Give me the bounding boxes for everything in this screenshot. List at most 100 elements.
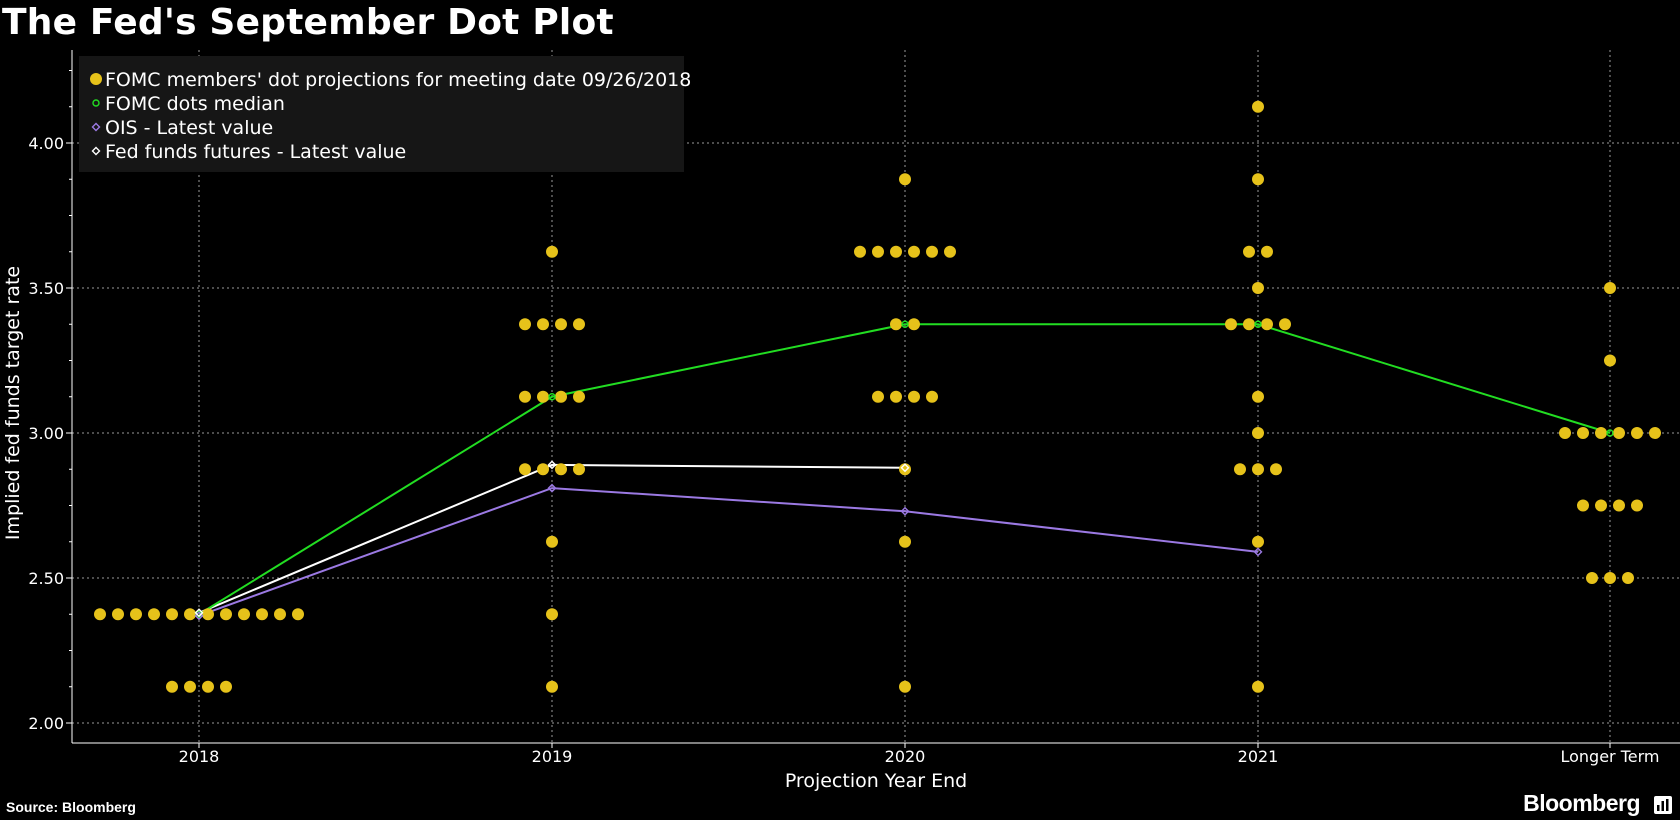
series-line <box>198 323 1611 616</box>
dot-point <box>537 463 549 476</box>
dot-point <box>872 245 884 258</box>
series-marker <box>547 483 557 493</box>
legend-label: FOMC members' dot projections for meetin… <box>105 69 691 91</box>
dot-point <box>166 680 178 693</box>
dot-point <box>926 245 938 258</box>
bars-icon <box>1654 796 1672 814</box>
dot-point <box>184 608 196 621</box>
dot-point <box>555 463 567 476</box>
dot-point <box>148 608 160 621</box>
dot-point <box>573 318 585 331</box>
dot-point <box>1252 173 1264 186</box>
dot-point <box>890 390 902 403</box>
median-marker <box>1606 429 1614 437</box>
dot-point <box>1577 499 1589 512</box>
series-marker <box>1253 547 1263 557</box>
y-tick-label: 2.00 <box>28 714 64 733</box>
dot-point <box>1631 427 1643 439</box>
legend-diamond-icon <box>91 146 101 156</box>
series-marker <box>900 506 910 516</box>
dot-point <box>555 390 567 403</box>
x-axis-title: Projection Year End <box>785 770 967 792</box>
dot-point <box>546 680 558 693</box>
dot-point <box>1577 427 1589 439</box>
legend-box <box>79 56 684 172</box>
x-tick-label: 2019 <box>532 747 573 766</box>
dot-point <box>1604 282 1616 294</box>
legend-label: OIS - Latest value <box>105 117 273 139</box>
dot-point <box>1234 463 1246 476</box>
dot-point <box>220 680 232 693</box>
dot-point <box>1243 318 1255 331</box>
dot-point <box>166 608 178 621</box>
median-marker <box>548 393 556 401</box>
legend-diamond-icon <box>91 122 101 132</box>
series-marker <box>194 608 204 618</box>
dot-point <box>854 245 866 258</box>
dot-point <box>899 173 911 186</box>
dot-point <box>1595 499 1607 512</box>
dot-point <box>1252 680 1264 693</box>
dot-point <box>238 608 250 621</box>
dot-point <box>94 608 106 621</box>
dot-point <box>1225 318 1237 331</box>
dot-point <box>546 245 558 258</box>
dot-point <box>573 390 585 403</box>
dot-point <box>1649 427 1661 439</box>
series-line <box>198 487 1259 617</box>
legend-dot-icon <box>90 73 102 85</box>
dot-point <box>1252 535 1264 548</box>
dot-point <box>256 608 268 621</box>
dot-point <box>1613 499 1625 512</box>
dot-point <box>184 680 196 693</box>
series-line <box>198 463 906 614</box>
dot-point <box>1604 354 1616 367</box>
x-tick-label: 2020 <box>885 747 926 766</box>
dot-point <box>1252 390 1264 403</box>
dot-point <box>1270 463 1282 476</box>
series-marker <box>547 460 557 470</box>
dot-point <box>573 463 585 476</box>
dot-point <box>1252 100 1264 113</box>
dot-point <box>519 463 531 476</box>
dot-point <box>1604 572 1616 584</box>
x-tick-label: 2018 <box>179 747 220 766</box>
dot-point <box>908 245 920 258</box>
dot-point <box>1559 427 1571 439</box>
y-axis-title: Implied fed funds target rate <box>2 266 24 540</box>
dot-point <box>899 535 911 548</box>
legend-circle-icon <box>92 99 100 107</box>
dot-point <box>220 608 232 621</box>
dot-point <box>1243 245 1255 258</box>
dot-point <box>1613 427 1625 439</box>
dot-point <box>899 680 911 693</box>
dot-point <box>872 390 884 403</box>
legend: FOMC members' dot projections for meetin… <box>79 56 691 172</box>
series-markers-layer <box>194 320 1614 621</box>
dot-point <box>519 318 531 331</box>
y-tick-label: 4.00 <box>28 134 64 153</box>
series-lines-layer <box>198 323 1611 617</box>
legend-label: FOMC dots median <box>105 93 285 115</box>
dot-point <box>1279 318 1291 331</box>
legend-label: Fed funds futures - Latest value <box>105 141 406 163</box>
dot-point <box>537 390 549 403</box>
x-tick-label: 2021 <box>1238 747 1279 766</box>
dot-point <box>944 245 956 258</box>
dot-point <box>202 680 214 693</box>
dot-point <box>1631 499 1643 512</box>
y-tick-label: 3.00 <box>28 424 64 443</box>
dot-point <box>926 390 938 403</box>
dot-point <box>1252 427 1264 439</box>
median-marker <box>1254 320 1262 328</box>
dot-point <box>130 608 142 621</box>
dot-point <box>1586 572 1598 584</box>
dot-point <box>537 318 549 331</box>
y-tick-label: 2.50 <box>28 569 64 588</box>
dot-point <box>890 245 902 258</box>
dot-point <box>908 318 920 331</box>
dot-point <box>1252 282 1264 294</box>
dot-point <box>292 608 304 621</box>
dot-point <box>1622 572 1634 584</box>
dot-point <box>555 318 567 331</box>
